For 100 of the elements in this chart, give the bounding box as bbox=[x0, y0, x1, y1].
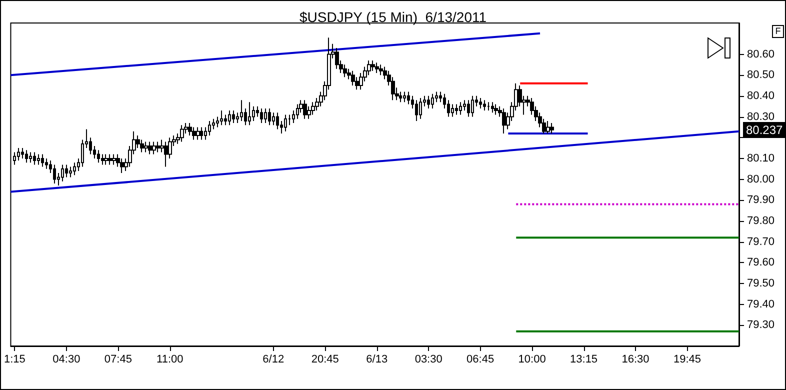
x-tick-label: 13:15 bbox=[570, 354, 598, 366]
x-tick-label: 06:45 bbox=[466, 354, 494, 366]
candlestick bbox=[140, 139, 144, 153]
candlestick bbox=[156, 141, 160, 153]
y-tick-label: 79.50 bbox=[747, 277, 775, 290]
candlestick bbox=[335, 48, 339, 70]
x-tick-label: 6/13 bbox=[366, 354, 388, 366]
candlestick bbox=[455, 104, 458, 116]
candlestick bbox=[200, 126, 203, 140]
candlestick bbox=[343, 64, 347, 78]
candlestick bbox=[407, 91, 410, 105]
y-tick-label: 79.80 bbox=[747, 214, 775, 227]
candlestick bbox=[232, 110, 235, 124]
candlestick bbox=[284, 114, 287, 132]
y-tick-label: 80.40 bbox=[747, 90, 775, 102]
candlestick bbox=[21, 148, 24, 159]
candlestick bbox=[351, 70, 355, 86]
candlestick bbox=[97, 150, 100, 164]
candlestick bbox=[13, 152, 16, 166]
candlestick bbox=[379, 64, 383, 76]
chart-title: $USDJPY (15 Min) 6/13/2011 bbox=[299, 9, 487, 25]
candlestick bbox=[29, 152, 32, 164]
x-tick-label: 04:30 bbox=[52, 354, 80, 366]
candlestick bbox=[33, 152, 36, 166]
candlestick bbox=[25, 150, 28, 164]
candlestick bbox=[494, 104, 498, 116]
candlestick bbox=[546, 120, 550, 134]
candlestick bbox=[188, 122, 192, 136]
y-tick-label: 79.60 bbox=[747, 256, 775, 269]
candlestick bbox=[264, 108, 267, 124]
y-tick-label: 79.30 bbox=[747, 319, 775, 332]
x-tick-label: 03:30 bbox=[414, 354, 442, 366]
candlestick bbox=[101, 154, 104, 166]
candlestick bbox=[419, 98, 422, 120]
candlestick bbox=[192, 126, 196, 140]
candlestick bbox=[276, 112, 279, 130]
y-tick-label: 80.00 bbox=[747, 173, 775, 186]
candlestick bbox=[550, 122, 554, 134]
candlestick bbox=[296, 104, 299, 120]
candlestick bbox=[248, 102, 251, 126]
candlestick bbox=[479, 98, 482, 109]
candlestick bbox=[120, 158, 124, 174]
x-tick-label: 1:15 bbox=[4, 354, 26, 366]
text: 80.237 bbox=[743, 122, 786, 138]
candlestick bbox=[220, 110, 223, 126]
candlestick bbox=[467, 100, 470, 118]
candlestick bbox=[228, 110, 231, 126]
candlestick bbox=[196, 126, 200, 140]
candlestick bbox=[17, 148, 20, 162]
candlestick bbox=[53, 164, 56, 184]
y-tick-label: 79.70 bbox=[747, 236, 775, 248]
y-tick-label: 80.10 bbox=[747, 152, 775, 164]
candlestick bbox=[144, 141, 148, 153]
candlestick bbox=[431, 93, 434, 109]
x-tick-label: 19:45 bbox=[674, 354, 702, 366]
candlestick bbox=[164, 141, 168, 168]
x-tick-label: 07:45 bbox=[104, 354, 132, 366]
candlestick bbox=[459, 102, 462, 116]
candlestick bbox=[451, 104, 454, 118]
candlestick bbox=[268, 108, 271, 126]
y-tick-label: 79.40 bbox=[747, 298, 775, 310]
x-tick-label: 6/12 bbox=[262, 354, 284, 366]
y-tick-label: 80.30 bbox=[747, 110, 775, 123]
candlestick bbox=[487, 102, 490, 112]
candlestick bbox=[208, 120, 211, 136]
x-tick-label: 11:00 bbox=[156, 354, 184, 366]
candlestick bbox=[73, 162, 76, 176]
x-tick-label: 16:30 bbox=[622, 354, 650, 366]
x-tick-label: 20:45 bbox=[311, 354, 339, 366]
text: F bbox=[772, 25, 784, 38]
candlestick bbox=[69, 166, 72, 178]
candlestick bbox=[260, 108, 263, 124]
candlestick bbox=[152, 141, 156, 155]
candlestick bbox=[403, 91, 406, 103]
y-tick-label: 79.90 bbox=[747, 194, 775, 206]
candlestick bbox=[240, 100, 243, 122]
candlestick bbox=[148, 141, 152, 155]
candlestick bbox=[224, 114, 227, 126]
candlestick bbox=[45, 158, 48, 170]
candlestick bbox=[311, 102, 315, 116]
y-tick-label: 80.50 bbox=[747, 69, 775, 82]
candlestick bbox=[375, 62, 379, 74]
candlestick bbox=[108, 154, 112, 166]
x-tick-label: 10:00 bbox=[518, 354, 546, 366]
candlestick bbox=[303, 100, 307, 120]
candlestick bbox=[180, 124, 184, 142]
candlestick bbox=[427, 95, 430, 109]
candlestick bbox=[112, 154, 116, 166]
candlestick bbox=[371, 60, 375, 72]
candlestick bbox=[65, 164, 68, 178]
candlestick bbox=[37, 154, 40, 166]
candlestick bbox=[483, 100, 486, 112]
candlestick bbox=[272, 112, 275, 126]
candlestick bbox=[399, 91, 402, 103]
candlestick bbox=[104, 154, 108, 166]
candlestick bbox=[471, 95, 474, 118]
candlestick bbox=[502, 108, 506, 134]
candlestick bbox=[41, 154, 44, 168]
candlestick bbox=[61, 164, 64, 182]
candlestick bbox=[252, 106, 255, 122]
